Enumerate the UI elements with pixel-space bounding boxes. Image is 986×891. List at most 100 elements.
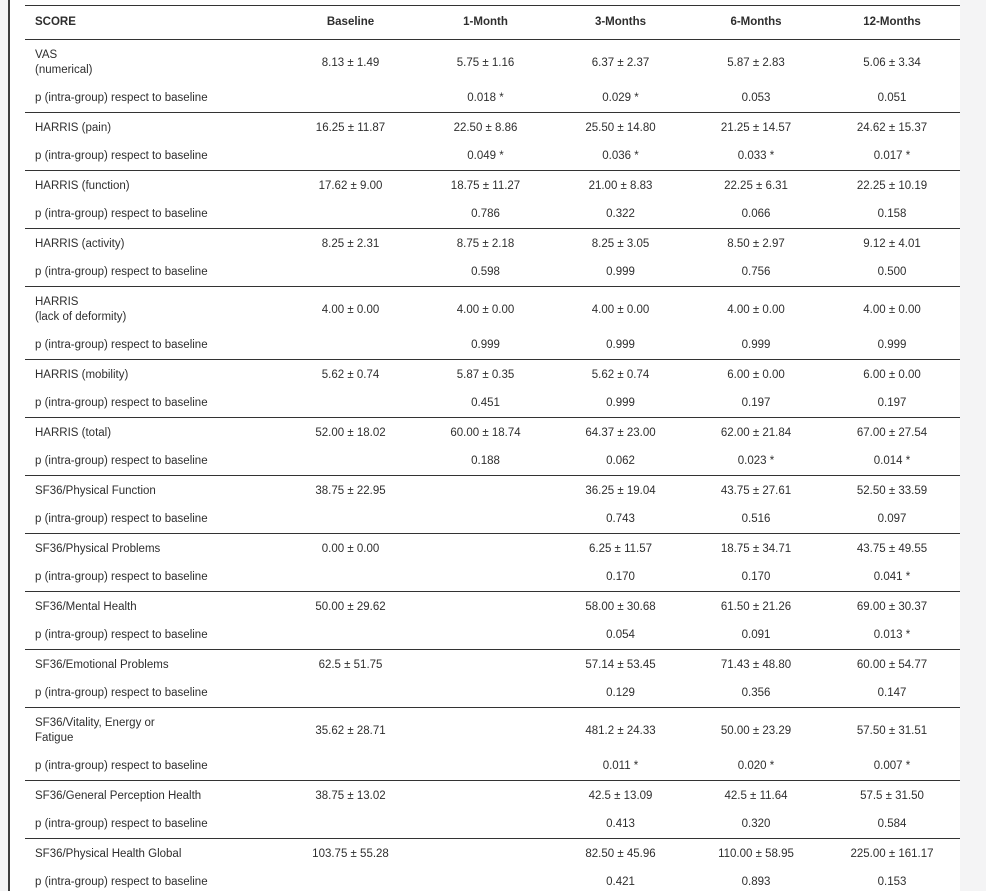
cell-p-value: 0.451 <box>471 397 500 409</box>
cell-value <box>418 708 553 755</box>
cell-value: 4.00 ± 0.00 <box>863 303 921 316</box>
cell-p-value: 0.786 <box>471 208 500 220</box>
cell-value: 62.00 ± 21.84 <box>720 427 792 439</box>
cell-p-value <box>418 681 553 708</box>
score-row-label-line: HARRIS (function) <box>35 180 130 192</box>
score-row-label: HARRIS (lack of deformity) <box>25 287 283 334</box>
cell-value <box>418 476 553 508</box>
cell-value: 42.5 ± 11.64 <box>724 790 788 802</box>
cell-p-value: 0.322 <box>606 208 635 220</box>
cell-p-value: 0.033 * <box>737 150 775 162</box>
cell-p-value: 0.007 * <box>873 760 911 772</box>
p-value-row: p (intra-group) respect to baseline 0.413… <box>25 812 960 839</box>
column-header-timepoint: 12-Months <box>863 16 921 28</box>
p-value-row: p (intra-group) respect to baseline 0.054… <box>25 623 960 650</box>
cell-value: 103.75 ± 55.28 <box>312 848 389 860</box>
cell-p-value: 0.999 <box>606 266 635 278</box>
score-row-label-line: Fatigue <box>35 732 74 744</box>
cell-value: 69.00 ± 30.37 <box>856 601 928 613</box>
score-row: HARRIS (mobility) 5.62 ± 0.74 5.87 ± 0.35 5… <box>25 360 960 392</box>
cell-value: 36.25 ± 19.04 <box>585 485 656 497</box>
cell-p-value: 0.062 <box>606 455 635 467</box>
score-row-label: SF36/Mental Health <box>25 592 283 624</box>
score-row-label: HARRIS (mobility) <box>25 360 283 392</box>
cell-value: 225.00 ± 161.17 <box>850 848 934 860</box>
score-row-label-line: HARRIS (total) <box>35 427 112 439</box>
cell-p-value: 0.500 <box>877 266 907 278</box>
cell-p-value: 0.036 * <box>602 150 639 162</box>
cell-value: 25.50 ± 14.80 <box>585 122 656 134</box>
cell-value: 4.00 ± 0.00 <box>727 303 785 316</box>
table-body: VAS (numerical) 8.13 ± 1.49 5.75 ± 1.16 6.37… <box>25 40 960 891</box>
score-row: SF36/Vitality, Energy or Fatigue 35.62 ± 2… <box>25 708 960 755</box>
cell-value: 60.00 ± 54.77 <box>856 659 928 671</box>
cell-value: 5.87 ± 0.35 <box>456 369 515 381</box>
cell-value: 17.62 ± 9.00 <box>318 180 383 192</box>
cell-value: 52.50 ± 33.59 <box>856 485 928 497</box>
cell-value: 61.50 ± 21.26 <box>720 601 792 613</box>
p-row-label: p (intra-group) respect to baseline <box>35 760 208 772</box>
cell-value: 8.25 ± 3.05 <box>591 238 650 250</box>
cell-value: 50.00 ± 29.62 <box>315 601 386 613</box>
cell-p-value <box>283 623 418 650</box>
cell-p-value <box>418 754 553 781</box>
cell-p-value: 0.170 <box>606 571 635 583</box>
cell-value: 43.75 ± 27.61 <box>720 485 792 497</box>
p-value-row: p (intra-group) respect to baseline 0.999… <box>25 333 960 360</box>
p-value-row: p (intra-group) respect to baseline 0.018… <box>25 86 960 113</box>
cell-p-value: 0.170 <box>741 571 771 583</box>
cell-p-value: 0.054 <box>606 629 635 641</box>
cell-p-value: 0.893 <box>741 876 771 888</box>
score-row-label-line: SF36/Physical Health Global <box>35 848 182 860</box>
p-row-label: p (intra-group) respect to baseline <box>35 92 208 104</box>
cell-p-value: 0.097 <box>877 513 907 525</box>
cell-value: 50.00 ± 23.29 <box>720 724 792 737</box>
score-row-label: SF36/Vitality, Energy or Fatigue <box>25 708 283 755</box>
score-row-label-line: SF36/Mental Health <box>35 601 137 613</box>
cell-value <box>418 650 553 682</box>
cell-value: 42.5 ± 13.09 <box>588 790 653 802</box>
cell-p-value: 0.999 <box>471 339 500 351</box>
cell-value: 21.25 ± 14.57 <box>720 122 792 134</box>
cell-value: 9.12 ± 4.01 <box>863 238 921 250</box>
cell-value: 6.00 ± 0.00 <box>727 369 785 381</box>
score-row: HARRIS (total) 52.00 ± 18.02 60.00 ± 18.74… <box>25 418 960 450</box>
cell-value: 62.5 ± 51.75 <box>318 659 383 671</box>
score-row-label: HARRIS (total) <box>25 418 283 450</box>
cell-p-value <box>418 565 553 592</box>
column-header-timepoint: Baseline <box>326 16 375 28</box>
score-row: SF36/Emotional Problems 62.5 ± 51.75 57.14… <box>25 650 960 682</box>
cell-p-value: 0.018 * <box>467 92 504 104</box>
cell-p-value: 0.147 <box>877 687 907 699</box>
score-row: SF36/Physical Function 38.75 ± 22.95 36.25… <box>25 476 960 508</box>
score-row: HARRIS (function) 17.62 ± 9.00 18.75 ± 11.… <box>25 171 960 203</box>
cell-p-value <box>418 812 553 839</box>
cell-value: 57.50 ± 31.51 <box>856 724 928 737</box>
cell-value: 110.00 ± 58.95 <box>718 848 794 860</box>
cell-p-value: 0.584 <box>877 818 907 830</box>
score-row-label: SF36/General Perception Health <box>25 781 283 813</box>
cell-p-value <box>283 507 418 534</box>
cell-value: 6.25 ± 11.57 <box>588 543 652 555</box>
cell-p-value: 0.011 * <box>602 760 639 772</box>
p-row-label: p (intra-group) respect to baseline <box>35 876 208 888</box>
p-value-row: p (intra-group) respect to baseline 0.129… <box>25 681 960 708</box>
p-value-row: p (intra-group) respect to baseline 0.451… <box>25 391 960 418</box>
score-row-label-line: SF36/Physical Function <box>35 485 156 497</box>
cell-p-value: 0.066 <box>741 208 771 220</box>
score-row: SF36/Physical Problems 0.00 ± 0.00 6.25 ± … <box>25 534 960 566</box>
cell-p-value <box>418 507 553 534</box>
score-row-label: HARRIS (function) <box>25 171 283 203</box>
cell-p-value: 0.129 <box>606 687 635 699</box>
score-row-label: SF36/Physical Problems <box>25 534 283 566</box>
cell-p-value: 0.756 <box>741 266 771 278</box>
score-row-label: SF36/Emotional Problems <box>25 650 283 682</box>
cell-p-value: 0.051 <box>877 92 907 104</box>
cell-value: 4.00 ± 0.00 <box>591 303 650 316</box>
p-value-row: p (intra-group) respect to baseline 0.188… <box>25 449 960 476</box>
score-row-label-line: (lack of deformity) <box>35 311 127 323</box>
cell-value: 22.50 ± 8.86 <box>453 122 518 134</box>
score-row: HARRIS (pain) 16.25 ± 11.87 22.50 ± 8.86 25… <box>25 113 960 145</box>
p-value-row: p (intra-group) respect to baseline 0.786… <box>25 202 960 229</box>
score-row-label: HARRIS (activity) <box>25 229 283 261</box>
